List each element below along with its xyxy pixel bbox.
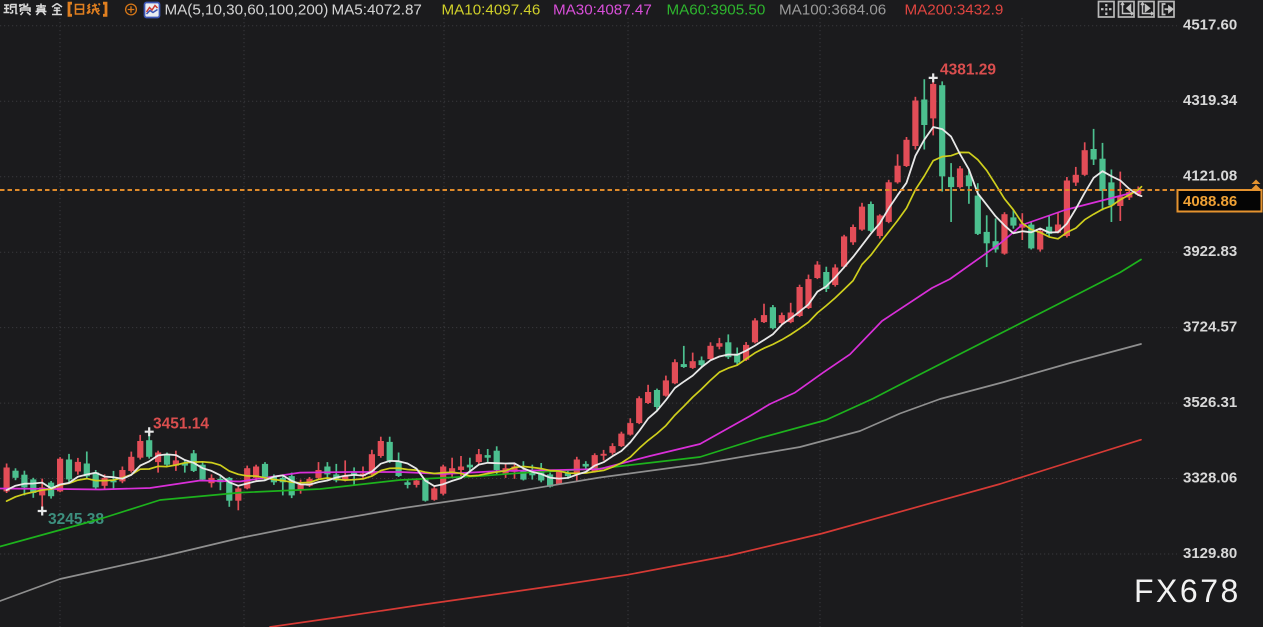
svg-text:MA5:4072.87: MA5:4072.87: [332, 2, 422, 19]
svg-text:MA10:4097.46: MA10:4097.46: [442, 2, 541, 19]
svg-text:4517.60: 4517.60: [1183, 17, 1237, 34]
svg-text:4121.08: 4121.08: [1183, 168, 1237, 185]
svg-text:MA200:3432.9: MA200:3432.9: [905, 2, 1004, 19]
svg-text:4319.34: 4319.34: [1183, 92, 1238, 109]
svg-text:3724.57: 3724.57: [1183, 318, 1237, 335]
svg-text:FX678: FX678: [1134, 573, 1241, 609]
svg-text:3129.80: 3129.80: [1183, 545, 1237, 562]
svg-text:MA100:3684.06: MA100:3684.06: [779, 2, 886, 19]
svg-text:MA(5,10,30,60,100,200): MA(5,10,30,60,100,200): [165, 2, 329, 19]
svg-text:3451.14: 3451.14: [153, 416, 209, 433]
svg-text:3922.83: 3922.83: [1183, 243, 1237, 260]
svg-text:4088.86: 4088.86: [1183, 193, 1237, 210]
svg-text:4381.29: 4381.29: [940, 62, 996, 79]
svg-text:MA30:4087.47: MA30:4087.47: [553, 2, 652, 19]
svg-text:3245.38: 3245.38: [48, 511, 104, 528]
svg-text:3526.31: 3526.31: [1183, 394, 1237, 411]
svg-text:MA60:3905.50: MA60:3905.50: [667, 2, 766, 19]
svg-text:3328.06: 3328.06: [1183, 469, 1237, 486]
